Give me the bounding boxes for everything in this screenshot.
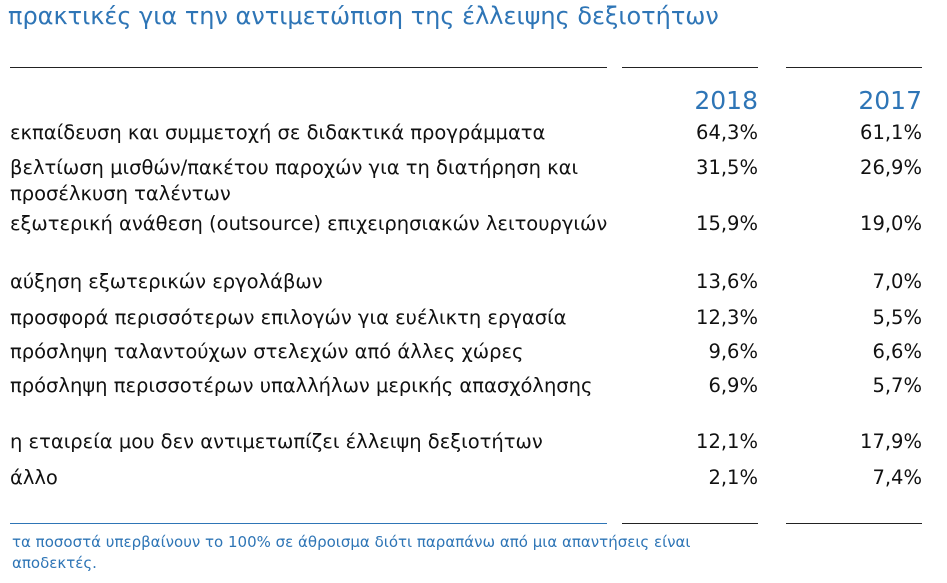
row-label: η εταιρεία μου δεν αντιμετωπίζει έλλειψη…	[10, 430, 543, 453]
rule	[622, 67, 758, 68]
column-header: 2017	[858, 86, 922, 115]
row-label: πρόσληψη περισσοτέρων υπαλλήλων μερικής …	[10, 374, 593, 397]
row-label: πρόσληψη ταλαντούχων στελεχών από άλλες …	[10, 340, 524, 363]
cell: 6,9%	[708, 374, 758, 397]
cell: 5,5%	[872, 306, 922, 329]
cell: 61,1%	[860, 121, 922, 144]
cell: 15,9%	[696, 212, 758, 235]
footnote: τα ποσοστά υπερβαίνουν το 100% σε άθροισ…	[12, 533, 691, 572]
cell: 19,0%	[860, 212, 922, 235]
row-label: βελτίωση μισθών/πακέτου παροχών για τη δ…	[10, 156, 579, 205]
cell: 13,6%	[696, 270, 758, 293]
cell: 12,3%	[696, 306, 758, 329]
cell: 7,0%	[872, 270, 922, 293]
rule	[622, 523, 758, 524]
cell: 6,6%	[872, 340, 922, 363]
cell: 12,1%	[696, 430, 758, 453]
row-label: αύξηση εξωτερικών εργολάβων	[10, 270, 323, 293]
cell: 64,3%	[696, 121, 758, 144]
row-label: προσφορά περισσότερων επιλογών για ευέλι…	[10, 306, 567, 329]
cell: 2,1%	[708, 466, 758, 489]
row-label: εκπαίδευση και συμμετοχή σε διδακτικά πρ…	[10, 121, 546, 144]
rule	[786, 67, 922, 68]
title: πρακτικές για την αντιμετώπιση της έλλει…	[8, 2, 719, 30]
cell: 9,6%	[708, 340, 758, 363]
cell: 5,7%	[872, 374, 922, 397]
cell: 31,5%	[696, 156, 758, 179]
row-label: εξωτερική ανάθεση (outsource) επιχειρησι…	[10, 212, 608, 235]
column-header: 2018	[694, 86, 758, 115]
rule	[786, 523, 922, 524]
rule	[10, 523, 607, 524]
cell: 7,4%	[872, 466, 922, 489]
row-label: άλλο	[10, 466, 58, 489]
cell: 17,9%	[860, 430, 922, 453]
cell: 26,9%	[860, 156, 922, 179]
rule	[10, 67, 607, 68]
